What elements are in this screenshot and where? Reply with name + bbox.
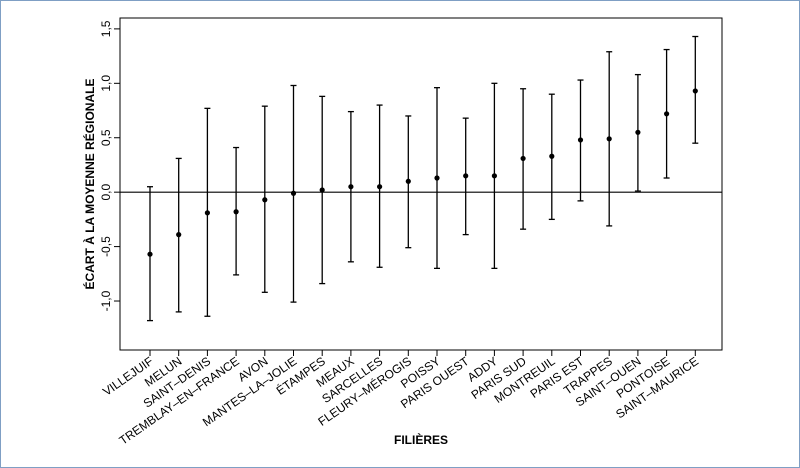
point-estimate	[520, 155, 526, 162]
point-estimate	[577, 137, 584, 143]
point-estimate	[233, 209, 239, 215]
x-axis-title: FILIÈRES	[394, 432, 448, 447]
point-estimate	[262, 197, 268, 203]
point-estimate	[664, 111, 670, 117]
point-estimate	[549, 153, 555, 159]
point-estimate	[491, 173, 497, 179]
y-tick-label: -0,5	[99, 236, 113, 257]
point-estimate	[176, 232, 182, 238]
y-axis: -1,0 -0,5 0,0 0,5 1,0 1,5	[99, 20, 120, 311]
point-estimate	[377, 184, 383, 190]
point-estimate	[290, 190, 297, 196]
y-tick-label: -1,0	[99, 290, 113, 311]
y-tick-label: 0,5	[99, 129, 113, 146]
point-estimate	[635, 129, 641, 135]
y-tick-label: 1,0	[99, 75, 113, 92]
point-estimate	[147, 251, 153, 257]
data-marks	[147, 35, 699, 322]
y-axis-title: ÉCART À LA MOYENNE RÉGIONALE	[82, 79, 97, 290]
point-estimate	[204, 210, 210, 216]
point-estimate	[692, 88, 698, 94]
y-tick-label: 1,5	[99, 20, 113, 37]
y-tick-label: 0,0	[99, 183, 113, 200]
point-estimate	[319, 187, 325, 193]
point-estimate	[348, 184, 354, 190]
point-estimate	[405, 178, 411, 184]
plot-area-border	[119, 17, 723, 351]
point-estimate	[463, 173, 469, 179]
point-estimate	[434, 175, 440, 181]
point-estimate	[606, 136, 612, 142]
